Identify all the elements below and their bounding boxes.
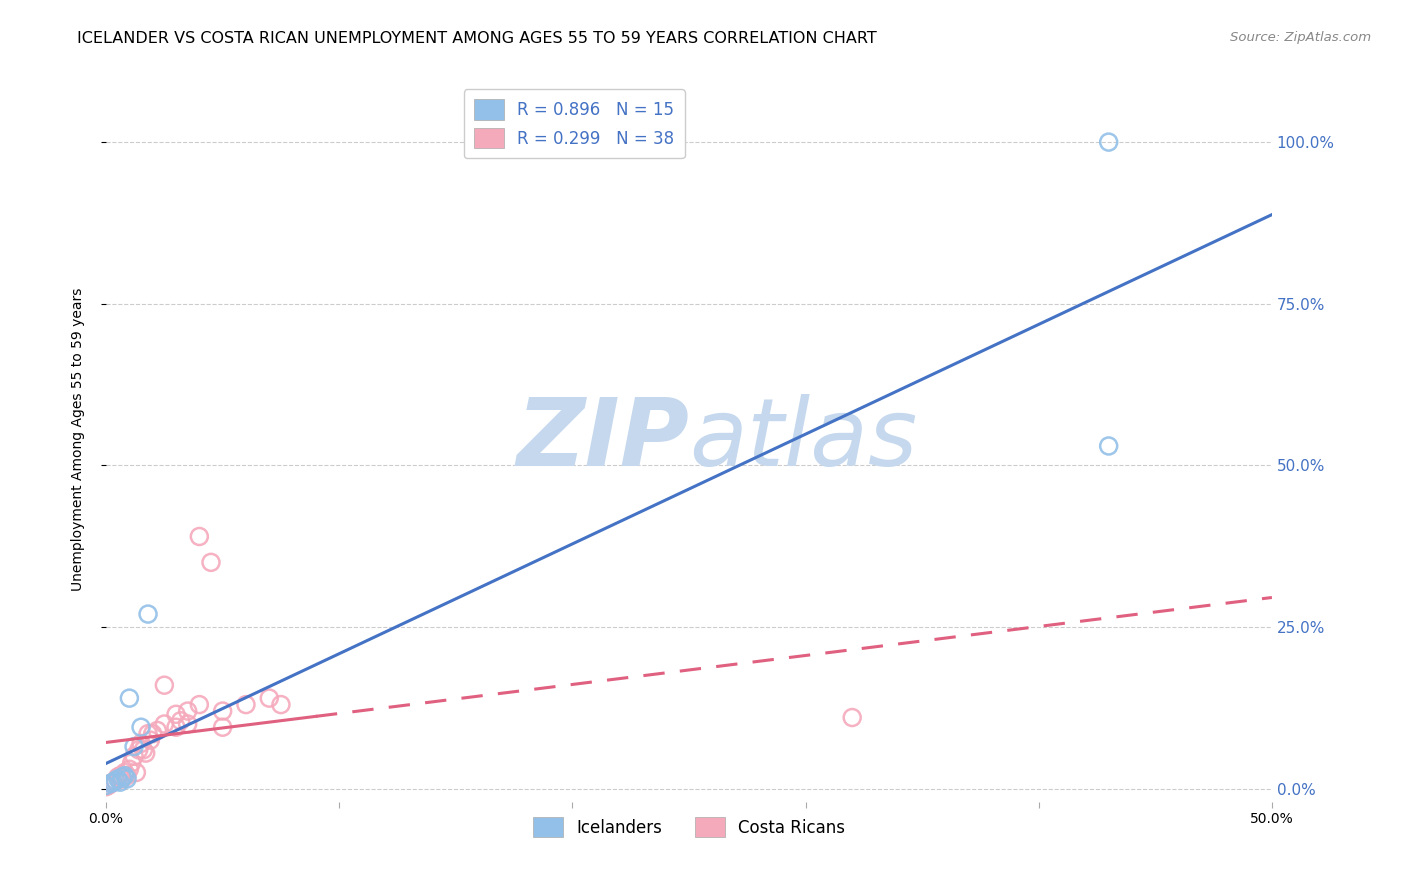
Point bbox=[118, 691, 141, 706]
Point bbox=[121, 756, 143, 770]
Point bbox=[97, 779, 120, 793]
Point bbox=[129, 720, 152, 734]
Point bbox=[165, 720, 187, 734]
Point bbox=[128, 743, 150, 757]
Point bbox=[200, 555, 222, 569]
Point bbox=[122, 739, 145, 754]
Point bbox=[114, 769, 136, 783]
Text: Source: ZipAtlas.com: Source: ZipAtlas.com bbox=[1230, 31, 1371, 45]
Text: ICELANDER VS COSTA RICAN UNEMPLOYMENT AMONG AGES 55 TO 59 YEARS CORRELATION CHAR: ICELANDER VS COSTA RICAN UNEMPLOYMENT AM… bbox=[77, 31, 877, 46]
Point bbox=[125, 765, 148, 780]
Text: ZIP: ZIP bbox=[516, 393, 689, 485]
Point bbox=[115, 772, 138, 786]
Point bbox=[841, 710, 863, 724]
Point bbox=[94, 779, 117, 793]
Point bbox=[142, 727, 165, 741]
Point bbox=[118, 762, 141, 776]
Point bbox=[165, 707, 187, 722]
Point bbox=[115, 769, 138, 783]
Point bbox=[176, 717, 198, 731]
Point bbox=[270, 698, 292, 712]
Point bbox=[108, 769, 131, 783]
Point bbox=[176, 704, 198, 718]
Point bbox=[122, 749, 145, 764]
Point bbox=[94, 780, 117, 794]
Point bbox=[153, 717, 176, 731]
Point bbox=[111, 770, 134, 784]
Point bbox=[100, 776, 122, 790]
Point bbox=[136, 607, 159, 621]
Point bbox=[104, 773, 127, 788]
Point bbox=[136, 727, 159, 741]
Point bbox=[146, 723, 169, 738]
Point bbox=[114, 765, 136, 780]
Point bbox=[132, 743, 155, 757]
Point bbox=[235, 698, 257, 712]
Point bbox=[129, 736, 152, 750]
Point bbox=[211, 704, 233, 718]
Point bbox=[188, 698, 211, 712]
Point bbox=[153, 678, 176, 692]
Point bbox=[1098, 439, 1121, 453]
Point bbox=[188, 529, 211, 543]
Point bbox=[170, 714, 193, 728]
Point bbox=[101, 775, 124, 789]
Legend: Icelanders, Costa Ricans: Icelanders, Costa Ricans bbox=[526, 810, 852, 844]
Point bbox=[107, 772, 129, 786]
Point bbox=[111, 772, 134, 786]
Point bbox=[1098, 135, 1121, 149]
Point bbox=[104, 773, 127, 788]
Point bbox=[259, 691, 281, 706]
Point bbox=[100, 776, 122, 790]
Point bbox=[108, 775, 131, 789]
Point bbox=[139, 733, 162, 747]
Y-axis label: Unemployment Among Ages 55 to 59 years: Unemployment Among Ages 55 to 59 years bbox=[72, 288, 86, 591]
Text: atlas: atlas bbox=[689, 394, 917, 485]
Point bbox=[107, 770, 129, 784]
Point bbox=[135, 746, 157, 760]
Point bbox=[101, 775, 124, 789]
Point bbox=[211, 720, 233, 734]
